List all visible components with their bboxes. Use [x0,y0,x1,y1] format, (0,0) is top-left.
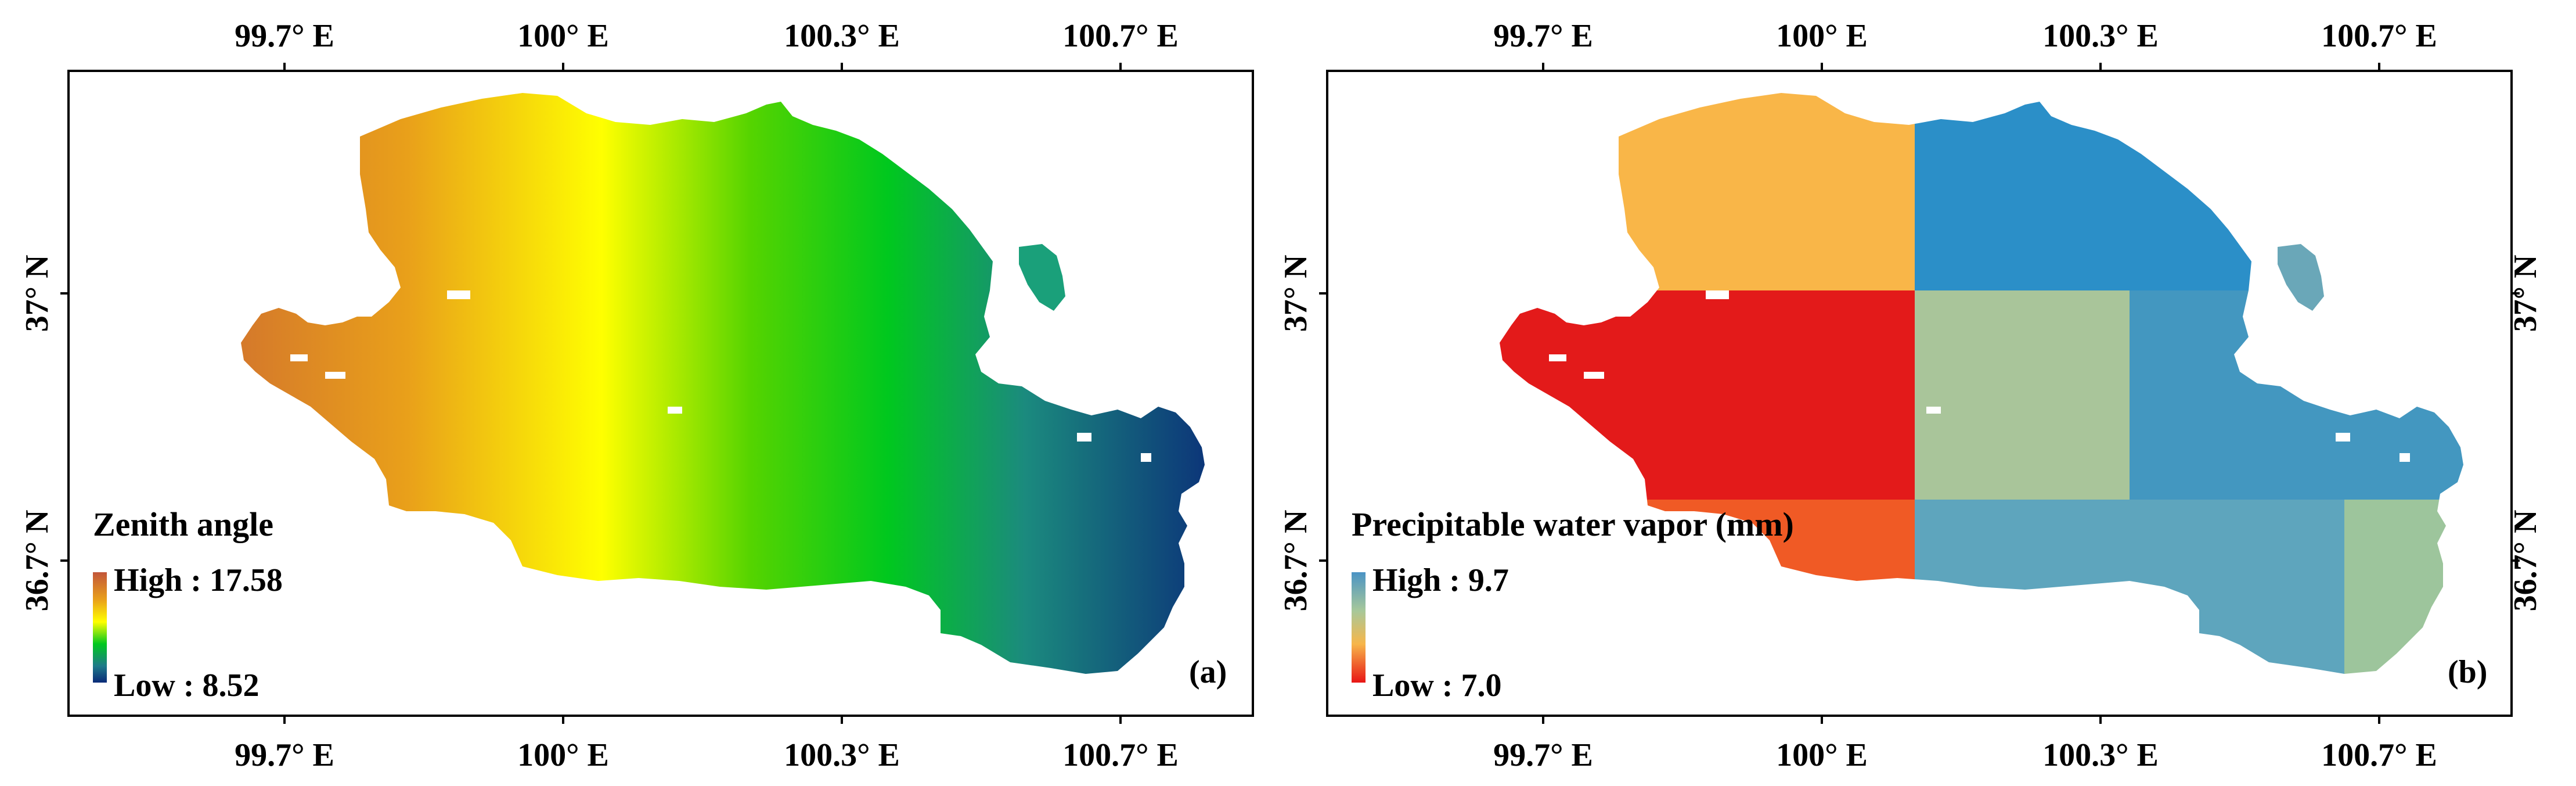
pwv-zone [1915,290,2130,500]
panel-label-b: (b) [2448,654,2487,690]
x-tick-label-bottom: 100.3° E [784,737,900,773]
legend-high-label-b: High : 9.7 [1372,562,1509,598]
legend-high-label-a: High : 17.58 [114,562,283,598]
x-tick-label-bottom: 100.7° E [2321,737,2437,773]
legend-title-b: Precipitable water vapor (mm) [1352,505,1794,543]
tick-marks-a [60,63,1122,724]
x-tick-label-top: 100.7° E [1062,18,1179,54]
y-tick-label-left: 36.7° N [1278,510,1314,612]
x-tick-label-top: 99.7° E [235,18,334,54]
x-tick-label-bottom: 99.7° E [1493,737,1593,773]
tick-marks-b [1319,63,2520,724]
x-tick-label-bottom: 100.7° E [1062,737,1179,773]
y-tick-label-right: 36.7° N [2507,510,2543,612]
legend-a: Zenith angle High : 17.58 Low : 8.52 [93,505,283,704]
panel-a: 99.7° E 100° E 100.3° E 100.7° E 99.7° E… [19,18,1254,773]
x-tick-label-bottom: 100.3° E [2042,737,2159,773]
legend-low-label-a: Low : 8.52 [114,667,259,704]
x-tick-label-top: 99.7° E [1493,18,1593,54]
legend-title-a: Zenith angle [93,505,273,543]
legend-b: Precipitable water vapor (mm) High : 9.7… [1352,505,1794,704]
y-tick-label-left: 37° N [1278,255,1314,332]
x-tick-label-top: 100° E [517,18,609,54]
legend-color-ramp-a [93,572,107,683]
y-tick-label-right: 37° N [2507,255,2543,332]
legend-color-ramp-b [1352,572,1366,683]
panel-label-a: (a) [1189,654,1227,690]
panel-b: 99.7° E 100° E 100.3° E 100.7° E 99.7° E… [1278,18,2543,773]
y-tick-label-left: 36.7° N [19,510,55,612]
legend-low-label-b: Low : 7.0 [1372,667,1501,704]
y-tick-label-left: 37° N [19,255,55,332]
x-tick-label-bottom: 100° E [1776,737,1868,773]
x-tick-label-bottom: 99.7° E [235,737,334,773]
x-tick-label-bottom: 100° E [517,737,609,773]
x-tick-label-top: 100.7° E [2321,18,2437,54]
x-tick-label-top: 100.3° E [2042,18,2159,54]
x-tick-label-top: 100° E [1776,18,1868,54]
x-tick-label-top: 100.3° E [784,18,900,54]
